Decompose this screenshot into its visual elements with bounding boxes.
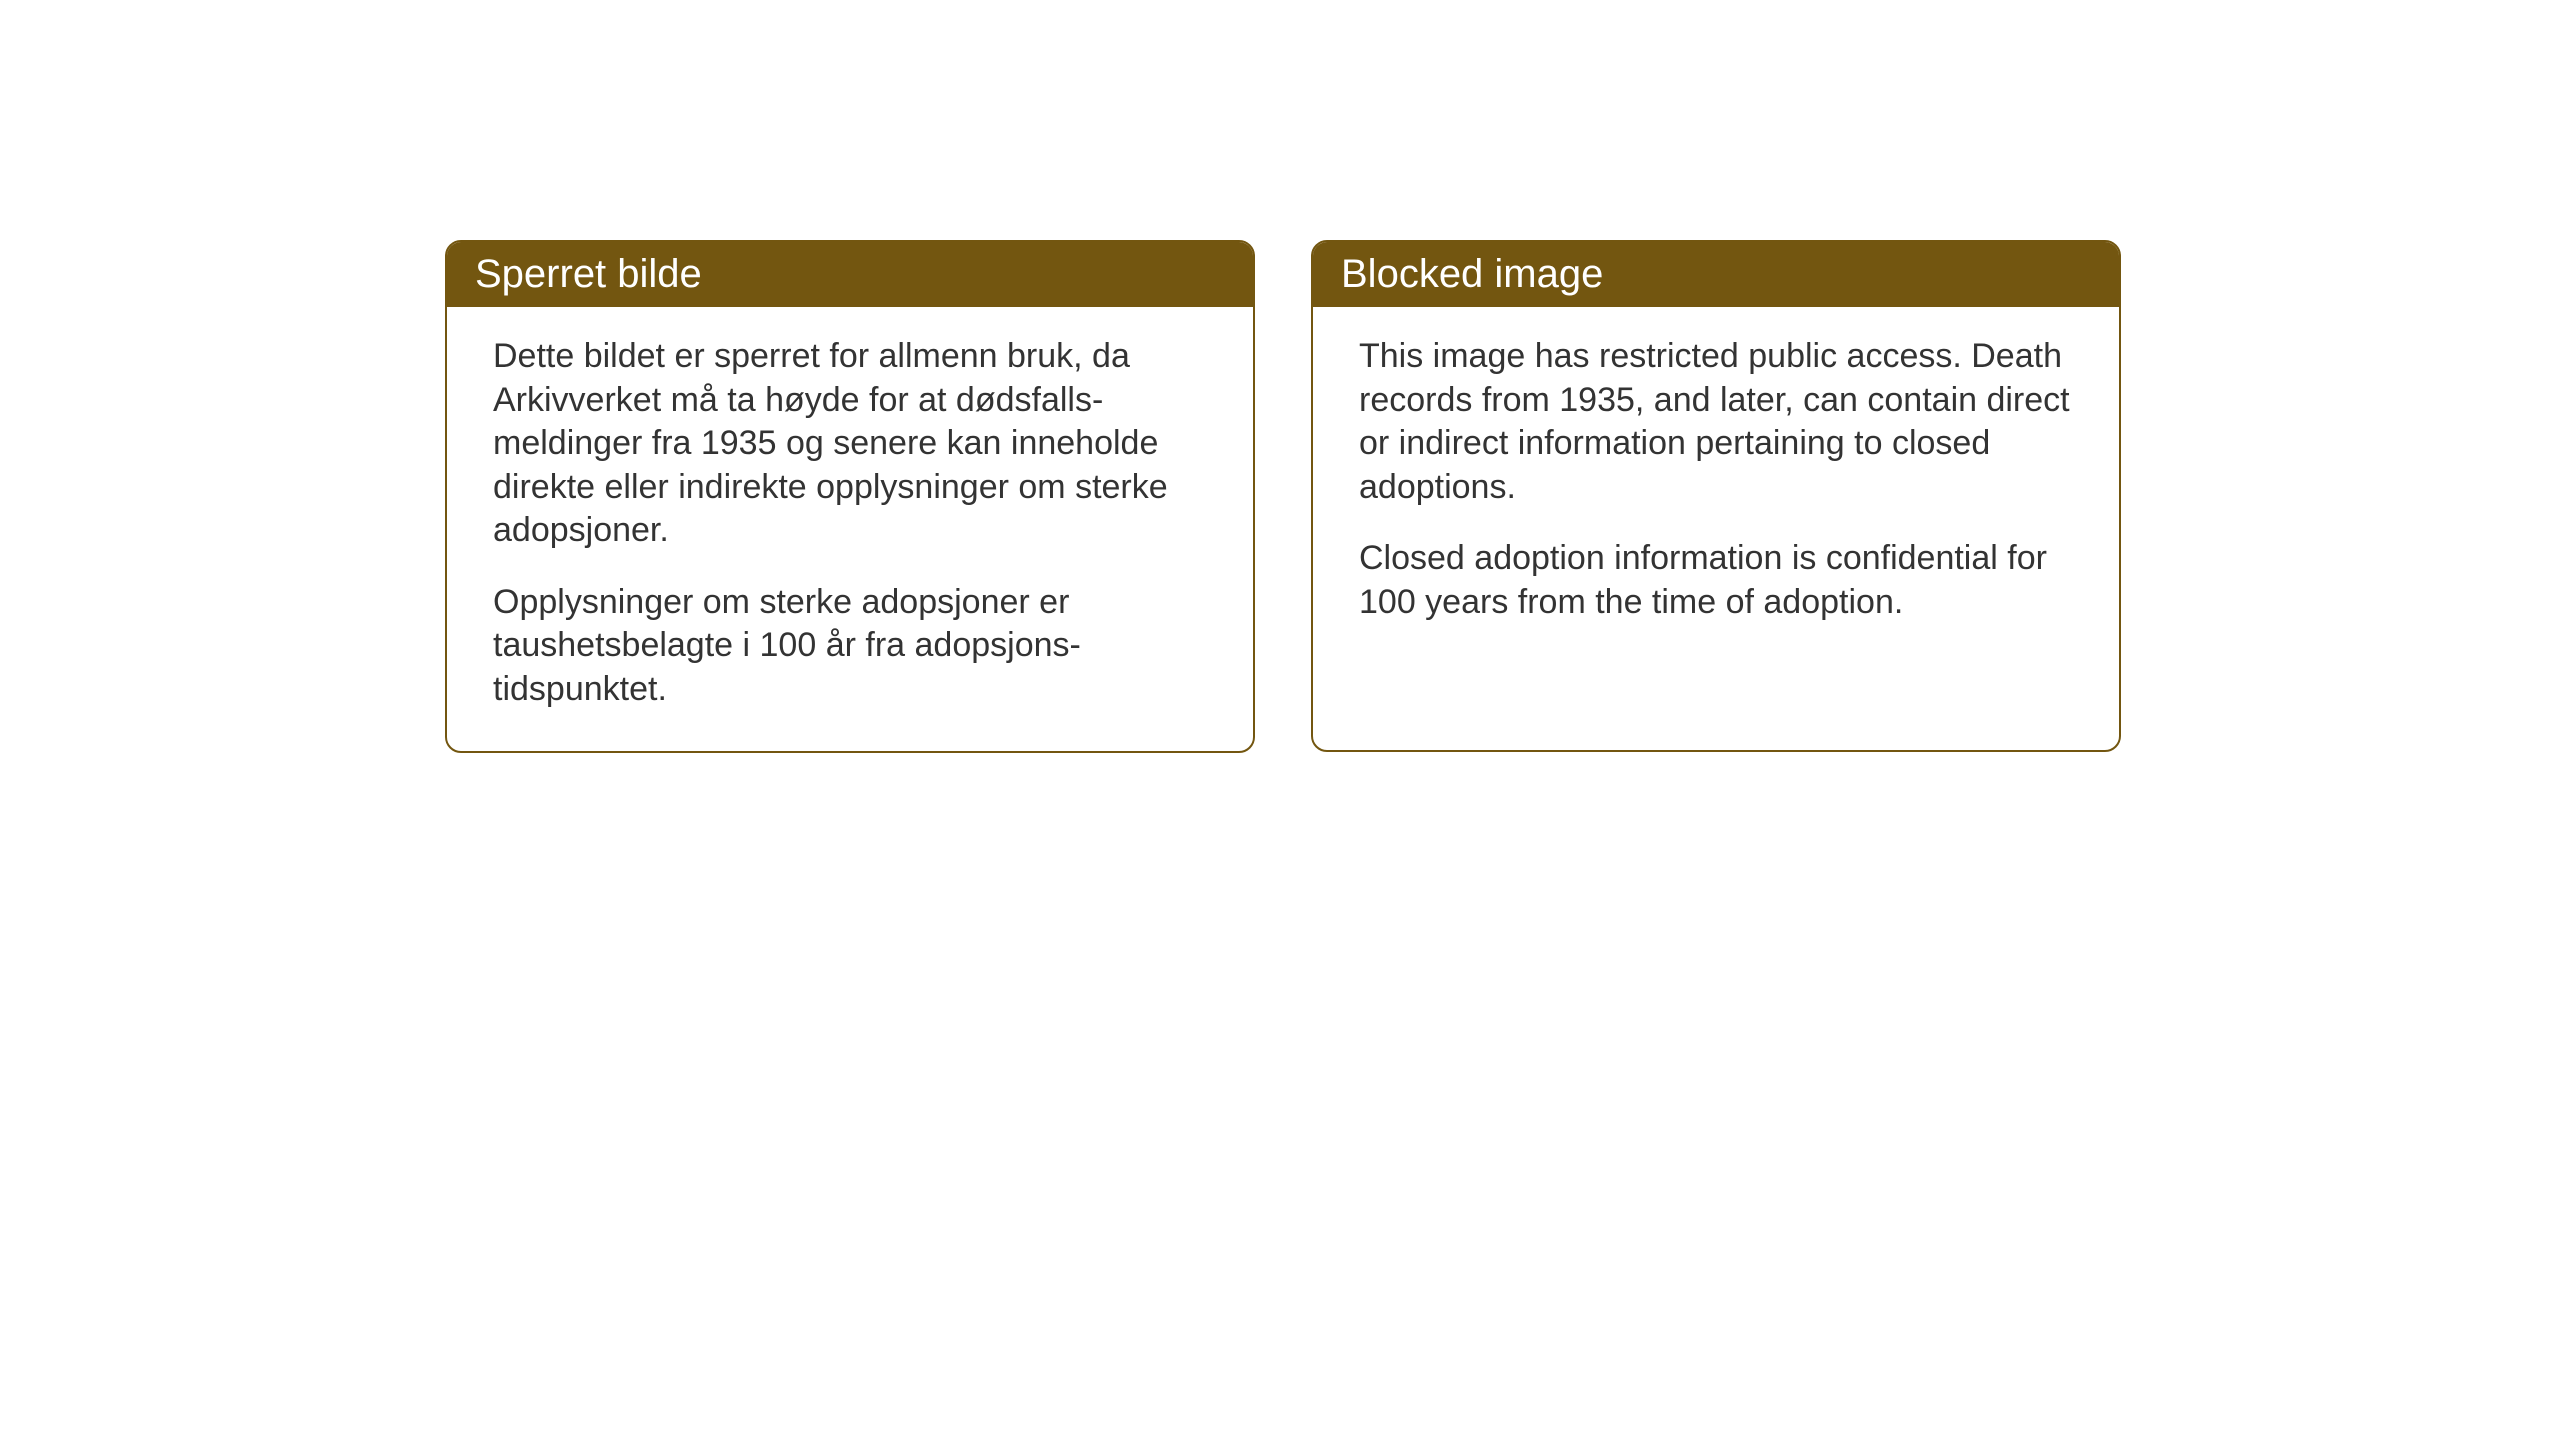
card-paragraph1-norwegian: Dette bildet er sperret for allmenn bruk… xyxy=(493,335,1207,553)
card-header-english: Blocked image xyxy=(1313,242,2119,307)
card-title-english: Blocked image xyxy=(1341,252,1603,296)
card-paragraph1-english: This image has restricted public access.… xyxy=(1359,335,2073,509)
card-title-norwegian: Sperret bilde xyxy=(475,252,702,296)
card-paragraph2-norwegian: Opplysninger om sterke adopsjoner er tau… xyxy=(493,581,1207,712)
notice-card-english: Blocked image This image has restricted … xyxy=(1311,240,2121,752)
card-body-norwegian: Dette bildet er sperret for allmenn bruk… xyxy=(447,307,1253,751)
notice-cards-container: Sperret bilde Dette bildet er sperret fo… xyxy=(445,240,2121,753)
card-paragraph2-english: Closed adoption information is confident… xyxy=(1359,537,2073,624)
notice-card-norwegian: Sperret bilde Dette bildet er sperret fo… xyxy=(445,240,1255,753)
card-body-english: This image has restricted public access.… xyxy=(1313,307,2119,664)
card-header-norwegian: Sperret bilde xyxy=(447,242,1253,307)
